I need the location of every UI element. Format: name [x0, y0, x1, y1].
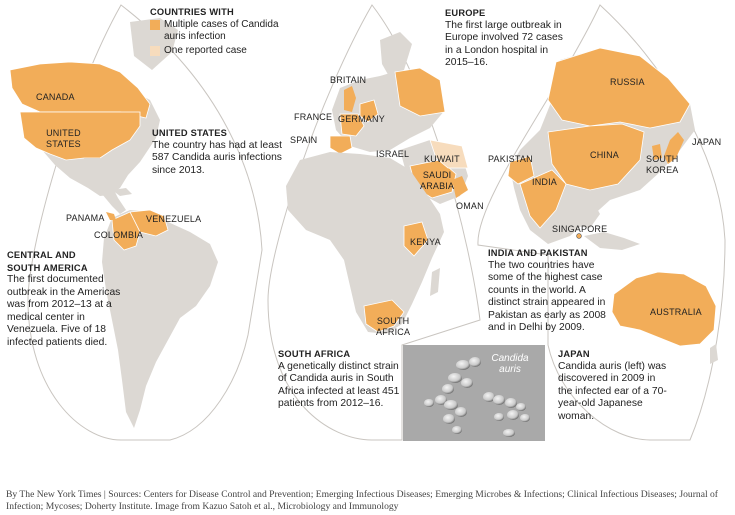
- germany-shape: [359, 99, 379, 123]
- panama-shape: [106, 212, 116, 220]
- label-pakistan: PAKISTAN: [488, 154, 533, 164]
- india-shape: [519, 169, 567, 229]
- label-singapore: SINGAPORE: [552, 224, 608, 234]
- indonesia-land: [584, 232, 640, 250]
- pakistan-shape: [507, 155, 535, 185]
- label-france: FRANCE: [294, 112, 333, 122]
- australia-shape: [611, 271, 717, 347]
- annotation-europe: EUROPE The first large outbreak in Europ…: [445, 7, 567, 70]
- label-south-africa: SOUTH AFRICA: [376, 316, 411, 337]
- legend-title: COUNTRIES WITH: [150, 7, 234, 17]
- annotation-united-states: UNITED STATES The country has had at lea…: [152, 127, 284, 177]
- label-china: CHINA: [590, 150, 620, 160]
- scandinavia-land: [380, 32, 412, 78]
- annotation-south-africa: SOUTH AFRICA A genetically distinct stra…: [278, 348, 402, 411]
- label-united-states: UNITED STATES: [46, 128, 81, 149]
- legend-swatch-single: [150, 46, 160, 56]
- canada-shape: [9, 61, 151, 119]
- legend-item-single: One reported case: [150, 45, 282, 57]
- label-spain: SPAIN: [290, 135, 318, 145]
- south-america-land: [102, 210, 218, 428]
- africa-land: [286, 152, 444, 334]
- label-saudi-arabia: SAUDI ARABIA: [420, 170, 455, 191]
- singapore-marker: [576, 233, 582, 239]
- label-britain: BRITAIN: [330, 75, 367, 85]
- annotation-united-states-title: UNITED STATES: [152, 128, 228, 138]
- label-japan: JAPAN: [692, 137, 722, 147]
- label-israel: ISRAEL: [376, 149, 410, 159]
- source-credit: By The New York Times | Sources: Centers…: [6, 489, 719, 512]
- south-korea-shape: [652, 144, 662, 160]
- label-colombia: COLOMBIA: [94, 230, 144, 240]
- label-panama: PANAMA: [66, 213, 105, 223]
- map-legend: COUNTRIES WITH Multiple cases of Candida…: [150, 7, 282, 57]
- label-south-korea: SOUTH KOREA: [646, 154, 679, 175]
- label-australia: AUSTRALIA: [650, 307, 702, 317]
- label-canada: CANADA: [36, 92, 75, 102]
- annotation-india-pakistan-body: The two countries have some of the highe…: [488, 259, 606, 334]
- china-shape: [547, 123, 645, 191]
- annotation-south-africa-title: SOUTH AFRICA: [278, 349, 351, 359]
- annotation-central-south-america-body: The first documented outbreak in the Ame…: [7, 274, 121, 348]
- world-map: [9, 4, 726, 441]
- colombia-shape: [111, 211, 141, 251]
- label-russia: RUSSIA: [610, 77, 645, 87]
- label-kuwait: KUWAIT: [424, 154, 460, 164]
- japan-shape: [664, 132, 684, 164]
- annotation-europe-title: EUROPE: [445, 8, 486, 18]
- caribbean-land: [112, 188, 132, 196]
- annotation-japan-body: Candida auris (left) was discovered in 2…: [558, 360, 667, 422]
- kuwait-shape: [429, 139, 469, 169]
- russia-shape: [547, 47, 691, 129]
- candida-cells-image: [403, 345, 545, 441]
- label-kenya: KENYA: [410, 237, 441, 247]
- candida-auris-photo: Candida auris: [403, 345, 545, 441]
- france-shape: [339, 113, 365, 137]
- annotation-india-pakistan-title: INDIA AND PAKISTAN: [488, 248, 588, 258]
- russia-west-shape: [394, 67, 446, 117]
- label-venezuela: VENEZUELA: [146, 214, 202, 224]
- central-america-land: [84, 158, 126, 214]
- britain-shape: [344, 86, 356, 112]
- legend-item-multiple: Multiple cases of Candida auris infectio…: [150, 19, 282, 43]
- south-africa-shape: [363, 299, 405, 333]
- legend-label-multiple: Multiple cases of Candida auris infectio…: [164, 19, 279, 42]
- annotation-japan: JAPAN Candida auris (left) was discovere…: [558, 348, 672, 423]
- madagascar-land: [430, 268, 440, 296]
- spain-shape: [329, 135, 353, 155]
- annotation-europe-body: The first large outbreak in Europe invol…: [445, 19, 563, 69]
- label-india: INDIA: [532, 177, 558, 187]
- annotation-japan-title: JAPAN: [558, 349, 590, 359]
- legend-label-single: One reported case: [164, 45, 247, 56]
- label-oman: OMAN: [456, 201, 484, 211]
- southeast-asia-land: [566, 196, 600, 228]
- new-zealand-land: [710, 344, 718, 364]
- oman-shape: [452, 176, 468, 198]
- kenya-shape: [403, 221, 429, 257]
- annotation-central-south-america-title: CENTRAL AND SOUTH AMERICA: [7, 250, 88, 273]
- label-germany: GERMANY: [338, 114, 385, 124]
- annotation-south-africa-body: A genetically distinct strain of Candida…: [278, 360, 400, 410]
- legend-swatch-multiple: [150, 20, 160, 30]
- photo-label: Candida auris: [491, 353, 529, 375]
- greenland-land: [130, 18, 178, 70]
- annotation-india-pakistan: INDIA AND PAKISTAN The two countries hav…: [488, 247, 612, 335]
- annotation-united-states-body: The country has had at least 587 Candida…: [152, 139, 282, 176]
- annotation-central-south-america: CENTRAL AND SOUTH AMERICA The first docu…: [7, 249, 135, 349]
